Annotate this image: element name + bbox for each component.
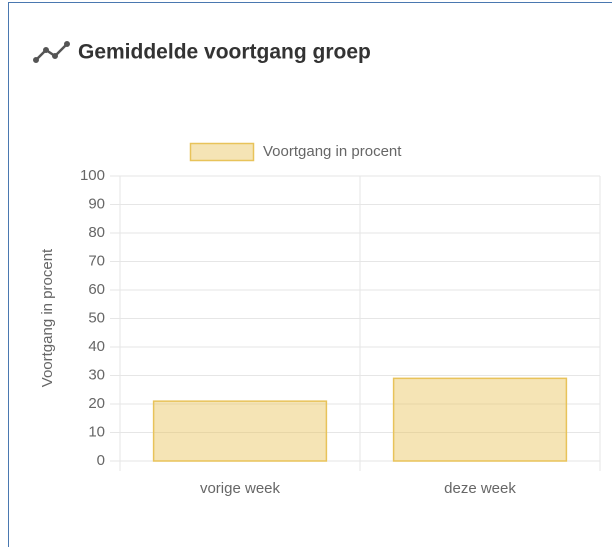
y-tick-label: 80 bbox=[88, 224, 105, 241]
legend-swatch bbox=[189, 142, 255, 162]
legend-label: Voortgang in procent bbox=[263, 143, 402, 160]
y-tick-label: 20 bbox=[88, 395, 105, 412]
y-tick-label: 100 bbox=[80, 167, 105, 184]
bar bbox=[392, 377, 568, 462]
x-tick-label: vorige week bbox=[200, 480, 281, 497]
y-axis-label: Voortgang in procent bbox=[39, 248, 56, 387]
y-tick-label: 90 bbox=[88, 195, 105, 212]
y-tick-label: 60 bbox=[88, 281, 105, 298]
card-title: Gemiddelde voortgang groep bbox=[78, 41, 371, 64]
bar bbox=[152, 400, 328, 462]
card-border bbox=[8, 2, 612, 547]
x-tick-label: deze week bbox=[444, 480, 516, 497]
y-tick-label: 70 bbox=[88, 252, 105, 269]
y-tick-label: 30 bbox=[88, 366, 105, 383]
y-tick-label: 0 bbox=[97, 452, 105, 469]
y-tick-label: 10 bbox=[88, 423, 105, 440]
chart-icon bbox=[33, 41, 70, 63]
y-tick-label: 40 bbox=[88, 338, 105, 355]
y-tick-label: 50 bbox=[88, 309, 105, 326]
